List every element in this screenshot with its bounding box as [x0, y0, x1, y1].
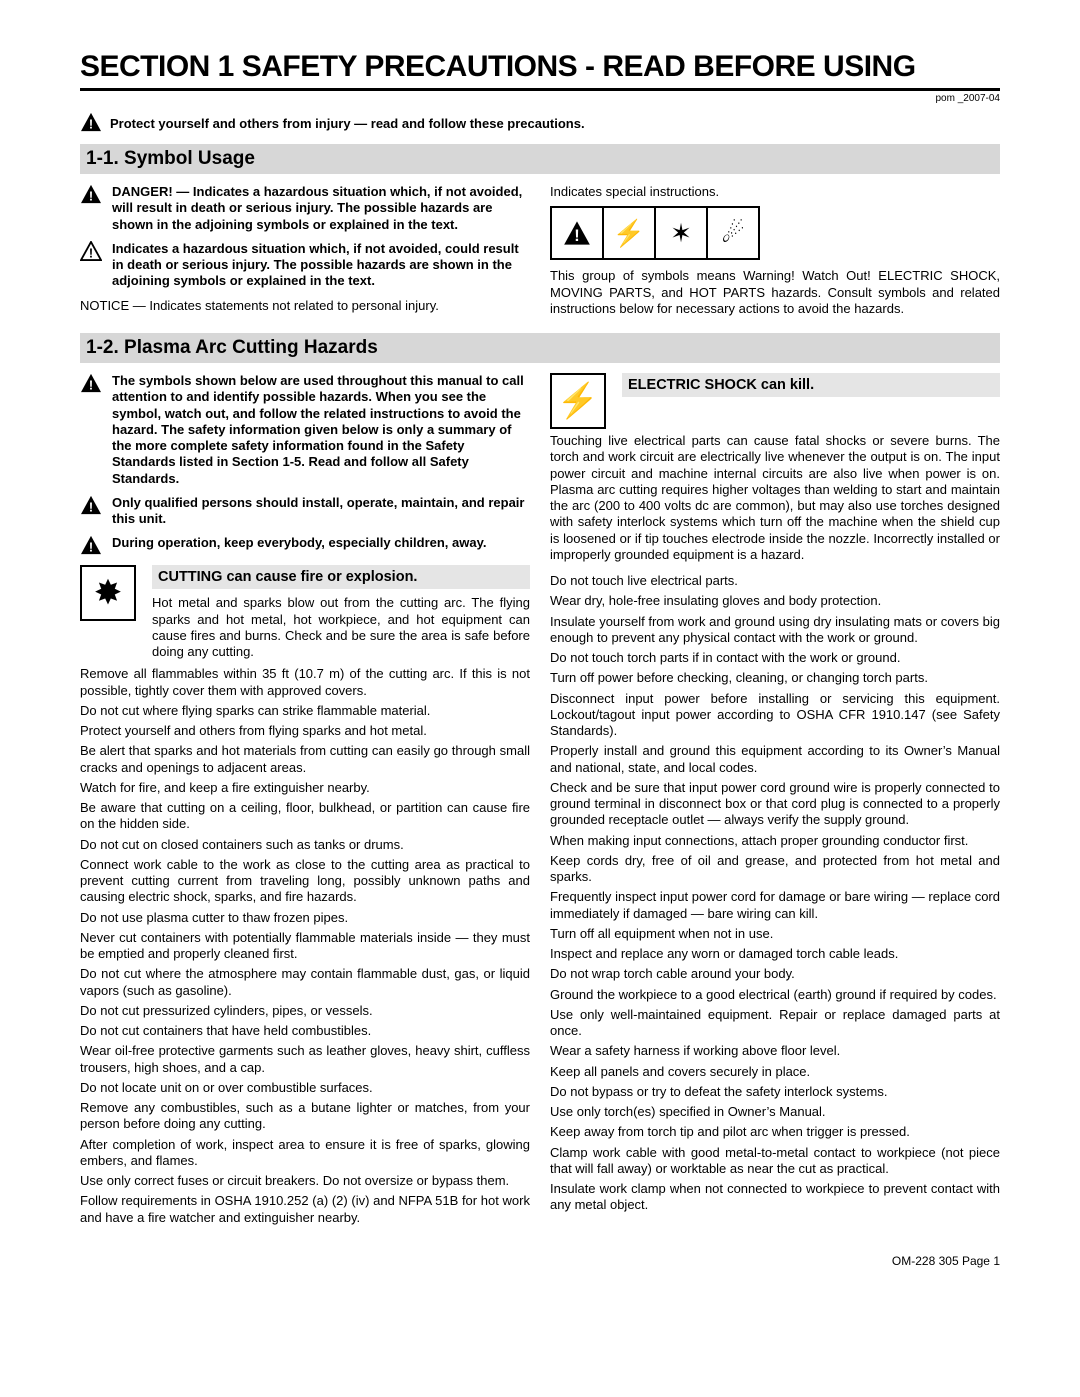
svg-text:!: !: [89, 245, 93, 260]
list-item: Do not touch live electrical parts.: [550, 573, 1000, 589]
list-item: Do not cut where flying sparks can strik…: [80, 703, 530, 719]
list-item: Turn off all equipment when not in use.: [550, 926, 1000, 942]
moving-parts-icon: ✶: [656, 208, 708, 258]
list-item: Wear dry, hole-free insulating gloves an…: [550, 593, 1000, 609]
explosion-icon: ✸: [80, 565, 136, 621]
hazard-intro-1: The symbols shown below are used through…: [112, 373, 530, 487]
list-item: Protect yourself and others from flying …: [80, 723, 530, 739]
list-item: Clamp work cable with good metal-to-meta…: [550, 1145, 1000, 1178]
shock-hazard-list: Do not touch live electrical parts. Wear …: [550, 573, 1000, 1214]
col-right-1-2: ⚡ ELECTRIC SHOCK can kill. Touching live…: [550, 373, 1000, 1230]
electric-shock-icon: ⚡: [604, 208, 656, 258]
cutting-hazard-list: Remove all flammables within 35 ft (10.7…: [80, 666, 530, 1226]
cutting-hazard-title: CUTTING can cause fire or explosion.: [152, 565, 530, 589]
list-item: Watch for fire, and keep a fire extingui…: [80, 780, 530, 796]
subheading-1-1: 1-1. Symbol Usage: [80, 144, 1000, 174]
warning-triangle-icon: !: [80, 495, 102, 515]
list-item: Remove all flammables within 35 ft (10.7…: [80, 666, 530, 699]
warning-triangle-icon: !: [80, 241, 102, 261]
list-item: Turn off power before checking, cleaning…: [550, 670, 1000, 686]
shock-hazard-intro: Touching live electrical parts can cause…: [550, 433, 1000, 563]
list-item: Be aware that cutting on a ceiling, floo…: [80, 800, 530, 833]
list-item: Insulate work clamp when not connected t…: [550, 1181, 1000, 1214]
hazard-intro-2: Only qualified persons should install, o…: [112, 495, 530, 528]
list-item: Inspect and replace any worn or damaged …: [550, 946, 1000, 962]
shock-hazard-title: ELECTRIC SHOCK can kill.: [622, 373, 1000, 397]
col-left-1-2: ! The symbols shown below are used throu…: [80, 373, 530, 1230]
list-item: Wear a safety harness if working above f…: [550, 1043, 1000, 1059]
list-item: Wear oil-free protective garments such a…: [80, 1043, 530, 1076]
list-item: Do not locate unit on or over combustibl…: [80, 1080, 530, 1096]
warning-triangle-icon: !: [80, 373, 102, 393]
col-right-1-1: Indicates special instructions. ! ⚡ ✶ ☄ …: [550, 184, 1000, 327]
danger-triangle-icon: !: [80, 184, 102, 204]
section-1-2-columns: ! The symbols shown below are used throu…: [80, 373, 1000, 1230]
symbol-group-icons: ! ⚡ ✶ ☄: [550, 206, 760, 260]
page-footer: OM-228 305 Page 1: [80, 1254, 1000, 1268]
warning-triangle-icon: !: [80, 112, 102, 132]
list-item: Check and be sure that input power cord …: [550, 780, 1000, 829]
list-item: Do not cut containers that have held com…: [80, 1023, 530, 1039]
hazard-intro-3: During operation, keep everybody, especi…: [112, 535, 530, 551]
cutting-hazard-block: ✸ CUTTING can cause fire or explosion. H…: [80, 565, 530, 660]
list-item: Frequently inspect input power cord for …: [550, 889, 1000, 922]
list-item: Keep away from torch tip and pilot arc w…: [550, 1124, 1000, 1140]
svg-text:!: !: [89, 540, 93, 555]
svg-text:!: !: [89, 377, 93, 392]
list-item: When making input connections, attach pr…: [550, 833, 1000, 849]
list-item: Use only well-maintained equipment. Repa…: [550, 1007, 1000, 1040]
cutting-hazard-intro: Hot metal and sparks blow out from the c…: [152, 595, 530, 660]
list-item: Use only correct fuses or circuit breake…: [80, 1173, 530, 1189]
list-item: Do not bypass or try to defeat the safet…: [550, 1084, 1000, 1100]
svg-text:!: !: [89, 499, 93, 514]
special-instructions-label: Indicates special instructions.: [550, 184, 1000, 200]
col-left-1-1: ! DANGER! — Indicates a hazardous situat…: [80, 184, 530, 327]
list-item: Be alert that sparks and hot materials f…: [80, 743, 530, 776]
electric-shock-icon: ⚡: [550, 373, 606, 429]
hot-parts-icon: ☄: [708, 208, 758, 258]
notice-text: — Indicates statements not related to pe…: [129, 298, 439, 313]
danger-text: DANGER! — Indicates a hazardous situatio…: [112, 184, 530, 233]
list-item: Do not use plasma cutter to thaw frozen …: [80, 910, 530, 926]
section-1-1-columns: ! DANGER! — Indicates a hazardous situat…: [80, 184, 1000, 327]
list-item: Keep cords dry, free of oil and grease, …: [550, 853, 1000, 886]
list-item: Insulate yourself from work and ground u…: [550, 614, 1000, 647]
intro-text: Protect yourself and others from injury …: [110, 112, 585, 131]
list-item: Do not cut where the atmosphere may cont…: [80, 966, 530, 999]
warning-icon: !: [552, 208, 604, 258]
list-item: Never cut containers with potentially fl…: [80, 930, 530, 963]
list-item: Ground the workpiece to a good electrica…: [550, 987, 1000, 1003]
list-item: Do not touch torch parts if in contact w…: [550, 650, 1000, 666]
svg-text:!: !: [574, 227, 579, 245]
list-item: Do not cut pressurized cylinders, pipes,…: [80, 1003, 530, 1019]
subheading-1-2: 1-2. Plasma Arc Cutting Hazards: [80, 333, 1000, 363]
shock-hazard-block: ⚡ ELECTRIC SHOCK can kill.: [550, 373, 1000, 429]
list-item: Remove any combustibles, such as a butan…: [80, 1100, 530, 1133]
list-item: Do not wrap torch cable around your body…: [550, 966, 1000, 982]
list-item: Do not cut on closed containers such as …: [80, 837, 530, 853]
doc-reference: pom _2007‐04: [80, 93, 1000, 104]
section-title: SECTION 1 SAFETY PRECAUTIONS - READ BEFO…: [80, 50, 1000, 91]
list-item: Follow requirements in OSHA 1910.252 (a)…: [80, 1193, 530, 1226]
notice-row: NOTICE — Indicates statements not relate…: [80, 298, 530, 314]
list-item: Disconnect input power before installing…: [550, 691, 1000, 740]
notice-label: NOTICE: [80, 298, 129, 313]
intro-warning: ! Protect yourself and others from injur…: [80, 112, 1000, 132]
warning-text: Indicates a hazardous situation which, i…: [112, 241, 530, 290]
list-item: Properly install and ground this equipme…: [550, 743, 1000, 776]
symbol-group-note: This group of symbols means Warning! Wat…: [550, 268, 1000, 317]
svg-text:!: !: [89, 116, 93, 131]
list-item: Keep all panels and covers securely in p…: [550, 1064, 1000, 1080]
list-item: Connect work cable to the work as close …: [80, 857, 530, 906]
list-item: After completion of work, inspect area t…: [80, 1137, 530, 1170]
warning-triangle-icon: !: [80, 535, 102, 555]
svg-text:!: !: [89, 188, 93, 203]
list-item: Use only torch(es) specified in Owner’s …: [550, 1104, 1000, 1120]
